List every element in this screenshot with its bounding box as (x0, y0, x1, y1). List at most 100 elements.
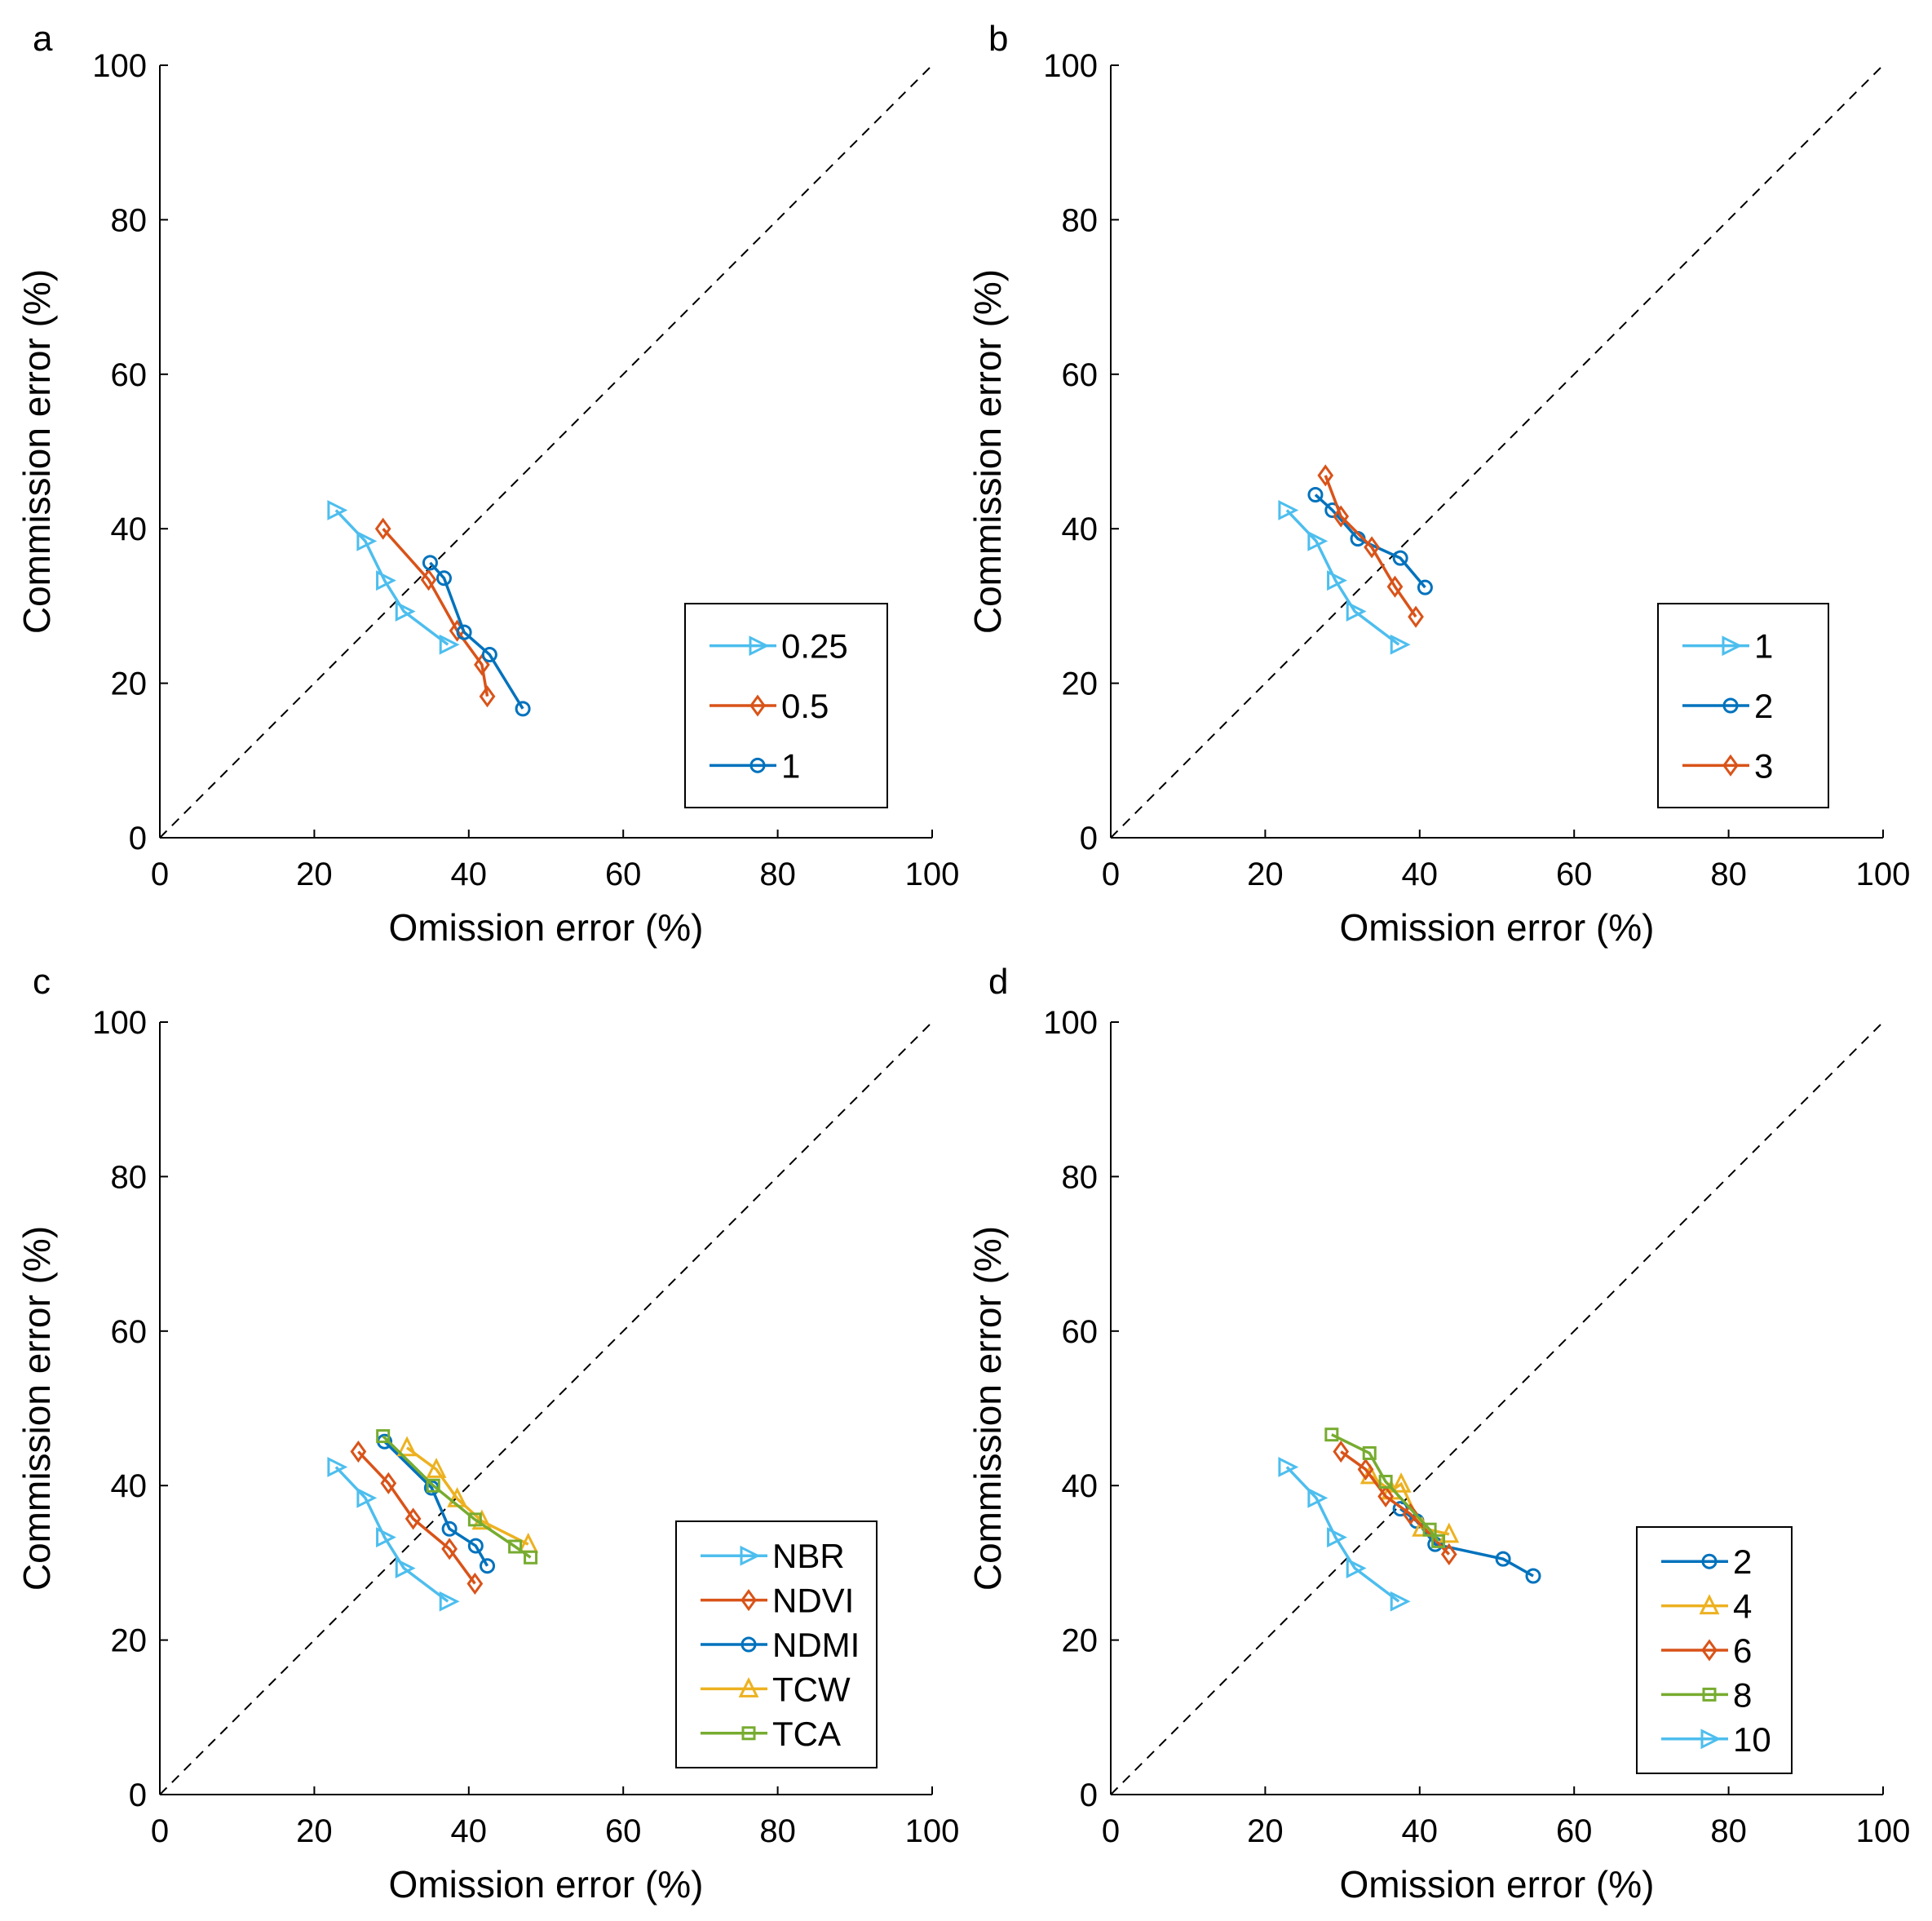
series-8 (1324, 1427, 1446, 1548)
legend-label: 1 (1754, 627, 1773, 666)
y-axis-title: Commission error (%) (966, 1226, 1009, 1591)
x-tick-label: 100 (1856, 856, 1911, 892)
x-tick-label: 40 (451, 856, 488, 892)
x-axis-title: Omission error (%) (1340, 1863, 1655, 1906)
x-tick-label: 0 (151, 856, 169, 892)
legend-marker (1702, 1687, 1717, 1702)
data-point (524, 1550, 538, 1565)
legend-marker (1699, 1594, 1720, 1615)
data-point (441, 1538, 458, 1560)
legend-label: 2 (1733, 1543, 1752, 1581)
x-tick-label: 100 (1856, 1813, 1911, 1849)
data-point (1386, 575, 1404, 598)
data-point (439, 1591, 460, 1612)
data-point (1390, 1591, 1411, 1612)
data-point (508, 1539, 523, 1554)
data-point (395, 601, 416, 622)
legend-label: 8 (1733, 1675, 1752, 1714)
x-tick-label: 80 (1710, 1813, 1747, 1849)
legend-marker (741, 1636, 757, 1653)
y-tick-label: 40 (1062, 511, 1099, 547)
legend-label: 2 (1754, 687, 1773, 725)
data-point (426, 1478, 440, 1493)
y-tick-label: 80 (111, 1159, 148, 1195)
data-point (1377, 1485, 1394, 1508)
x-tick-label: 80 (759, 1813, 796, 1849)
y-tick-label: 100 (1043, 1005, 1098, 1041)
x-tick-label: 0 (151, 1813, 169, 1849)
data-point (441, 1520, 458, 1537)
data-point (356, 530, 378, 551)
y-tick-label: 20 (1062, 1623, 1099, 1659)
data-point (1364, 536, 1380, 559)
series-1 (422, 555, 531, 717)
data-point (380, 1472, 397, 1494)
data-point (1359, 1463, 1381, 1485)
data-point (1439, 1522, 1460, 1543)
data-point (350, 1440, 367, 1463)
chart-panel-c: c 0 20 40 60 80 100 0 20 40 60 80 100 Omission error … (15, 962, 959, 1906)
data-point (1327, 570, 1347, 591)
data-point (356, 1487, 378, 1508)
data-point (1431, 1534, 1446, 1548)
data-point (1362, 1445, 1377, 1460)
y-tick-label: 40 (1062, 1468, 1099, 1504)
data-point (376, 1527, 396, 1548)
data-point (1408, 605, 1424, 628)
y-tick-label: 100 (1043, 48, 1098, 84)
y-tick-label: 0 (129, 1777, 147, 1813)
data-point (1278, 500, 1299, 520)
legend-marker (741, 1726, 756, 1741)
series-0.5 (374, 517, 496, 708)
legend: 0.25 0.5 1 (684, 603, 888, 808)
series-line (1285, 509, 1400, 646)
data-point (467, 1512, 482, 1527)
data-point (1333, 1440, 1350, 1463)
y-tick-label: 0 (129, 821, 147, 856)
series-NBR (327, 1457, 460, 1612)
data-point (1307, 1487, 1329, 1508)
x-tick-label: 40 (451, 1813, 488, 1849)
legend-marker (1701, 1639, 1718, 1662)
data-point (420, 569, 437, 591)
x-tick-label: 80 (1710, 856, 1747, 892)
legend-marker (749, 694, 766, 717)
x-tick-label: 80 (759, 856, 796, 892)
chart-panel-a: a 0 20 40 60 80 100 0 20 40 60 80 100 Omission error … (15, 19, 959, 949)
y-tick-label: 60 (111, 1314, 148, 1350)
series-line (382, 528, 489, 697)
data-point (439, 634, 460, 655)
series-NDVI (350, 1440, 484, 1596)
legend-label: NDMI (772, 1626, 860, 1664)
chart-panel-d: d 0 20 40 60 80 100 0 20 40 60 80 100 Omission error … (966, 962, 1910, 1906)
x-axis-title: Omission error (%) (389, 1863, 704, 1906)
series-0.25 (327, 500, 460, 655)
data-point (1495, 1551, 1511, 1567)
legend-marker (738, 1677, 759, 1697)
series-NDMI (377, 1433, 496, 1574)
data-point (1307, 487, 1324, 503)
y-tick-label: 0 (1080, 1777, 1098, 1813)
data-point (1307, 530, 1329, 551)
x-tick-label: 60 (605, 856, 642, 892)
y-axis-title: Commission error (%) (966, 269, 1009, 634)
data-point (426, 1457, 447, 1478)
panel-letter: d (988, 962, 1008, 1002)
legend-marker (1700, 1728, 1722, 1750)
x-tick-label: 100 (905, 856, 960, 892)
legend: NBR NDVI NDMI TCW TCA (675, 1520, 878, 1768)
x-tick-label: 40 (1402, 856, 1439, 892)
legend-label: 1 (781, 746, 800, 785)
legend-marker (1701, 1553, 1718, 1569)
data-point (376, 570, 396, 591)
x-axis-title: Omission error (%) (389, 906, 704, 949)
y-tick-label: 20 (111, 1623, 148, 1659)
legend-label: 3 (1754, 746, 1773, 785)
data-point (481, 647, 497, 663)
legend-label: NBR (772, 1537, 845, 1575)
series-line (1324, 475, 1417, 618)
data-point (327, 1457, 348, 1477)
data-point (1390, 634, 1411, 655)
y-tick-label: 20 (1062, 666, 1099, 702)
reference-diagonal-line (1110, 1021, 1884, 1795)
